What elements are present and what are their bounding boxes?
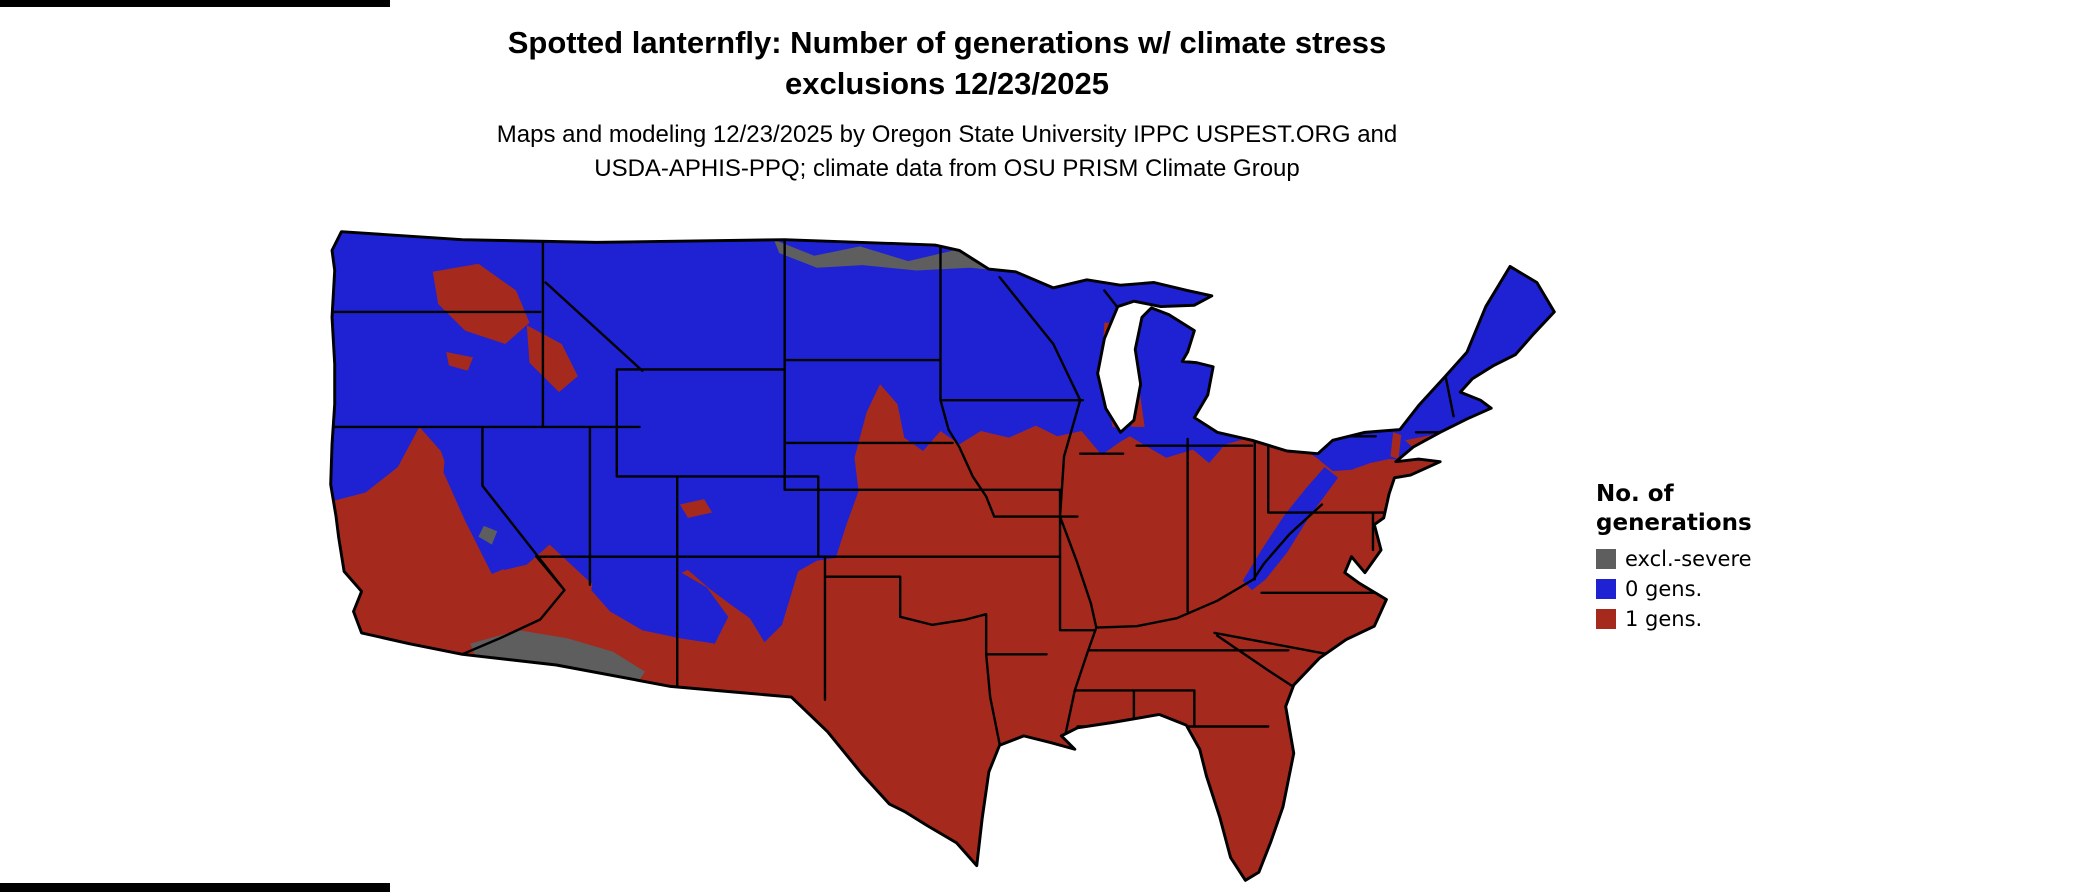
legend-title-line-1: No. of — [1596, 481, 1674, 507]
us-map-svg — [329, 230, 1556, 882]
us-map — [328, 229, 1557, 887]
state-borders — [330, 238, 1466, 746]
legend-title: No. of generations — [1596, 480, 1752, 538]
figure-header: Spotted lanternfly: Number of generation… — [0, 22, 1894, 186]
top-left-black-bar — [0, 0, 390, 7]
figure-subtitle-line-1: Maps and modeling 12/23/2025 by Oregon S… — [496, 121, 1398, 148]
legend-label-excluded-severe: excl.-severe — [1625, 547, 1752, 571]
legend-label-zero-generations: 0 gens. — [1625, 577, 1703, 601]
map-legend: No. of generations excl.-severe 0 gens. … — [1596, 480, 1752, 637]
figure-title-line-2: exclusions 12/23/2025 — [784, 66, 1109, 101]
legend-swatch-one-generation — [1596, 609, 1616, 629]
legend-label-one-generation: 1 gens. — [1625, 607, 1703, 631]
figure-subtitle: Maps and modeling 12/23/2025 by Oregon S… — [0, 118, 1894, 186]
legend-item-one-generation: 1 gens. — [1596, 607, 1752, 631]
figure-subtitle-line-2: USDA-APHIS-PPQ; climate data from OSU PR… — [594, 155, 1300, 182]
legend-item-excluded-severe: excl.-severe — [1596, 547, 1752, 571]
bottom-left-black-bar — [0, 883, 390, 892]
legend-swatch-zero-generations — [1596, 579, 1616, 599]
legend-items: excl.-severe 0 gens. 1 gens. — [1596, 547, 1752, 631]
legend-swatch-excluded-severe — [1596, 549, 1616, 569]
legend-title-line-2: generations — [1596, 510, 1752, 536]
figure-title-line-1: Spotted lanternfly: Number of generation… — [507, 25, 1387, 60]
legend-item-zero-generations: 0 gens. — [1596, 577, 1752, 601]
